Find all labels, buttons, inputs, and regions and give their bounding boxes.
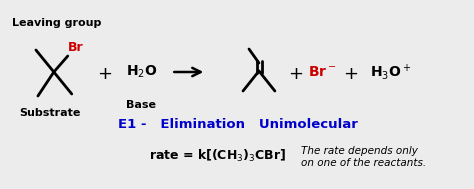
Text: Br$^-$: Br$^-$ xyxy=(309,65,337,79)
Text: rate = k[(CH$_3$)$_3$CBr]: rate = k[(CH$_3$)$_3$CBr] xyxy=(149,148,286,164)
Text: Leaving group: Leaving group xyxy=(12,18,101,28)
Text: +: + xyxy=(343,65,358,83)
Text: H$_3$O$^+$: H$_3$O$^+$ xyxy=(370,62,411,82)
Text: Substrate: Substrate xyxy=(19,108,81,118)
Text: +: + xyxy=(97,65,112,83)
Text: The rate depends only
on one of the reactants.: The rate depends only on one of the reac… xyxy=(301,146,426,168)
Text: +: + xyxy=(288,65,303,83)
Text: H$_2$O: H$_2$O xyxy=(126,64,157,80)
Text: Br: Br xyxy=(68,41,83,54)
Text: E1 -   Elimination   Unimolecular: E1 - Elimination Unimolecular xyxy=(118,118,358,131)
Text: Base: Base xyxy=(127,100,156,110)
